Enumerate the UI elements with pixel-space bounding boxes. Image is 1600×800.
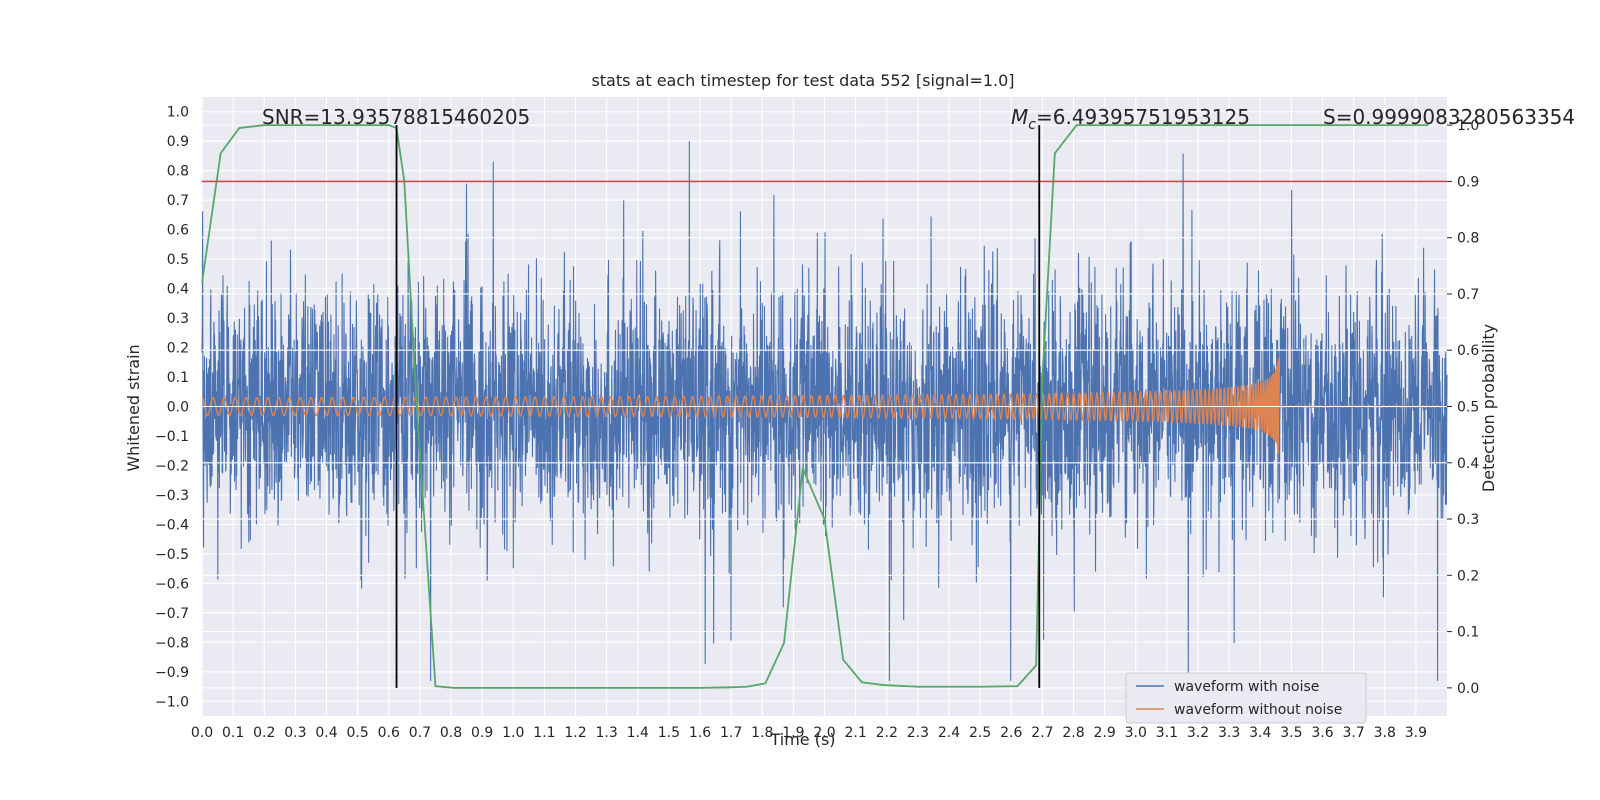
y-tick-label: 0.9	[167, 134, 189, 150]
line-waveform-with-noise	[201, 141, 1448, 682]
y-tick-label: 0.0	[167, 400, 189, 416]
y-tick-label: −0.8	[155, 635, 189, 651]
x-tick-labels: 0.0 0.1 0.2 0.3 0.4 0.5 0.6 0.7 0.8 0.9 1.0 1.1 1.2 1…	[191, 725, 1427, 741]
y2-tick-label: 0.4	[1457, 456, 1479, 472]
x-tick-label: 0.0	[191, 725, 213, 741]
x-tick-label: 0.3	[284, 725, 306, 741]
x-tick-label: 3.7	[1342, 725, 1364, 741]
y-tick-label: 0.5	[167, 252, 189, 268]
series-waveform-with-noise	[201, 141, 1448, 682]
x-tick-label: 2.4	[938, 725, 960, 741]
y-tick-label: 0.3	[167, 311, 189, 327]
x-tick-label: 2.8	[1062, 725, 1084, 741]
x-tick-label: 2.5	[969, 725, 991, 741]
y2-tick-label: 1.0	[1457, 118, 1479, 134]
x-tick-label: 3.0	[1125, 725, 1147, 741]
x-axis-label: Time (s)	[769, 730, 835, 749]
y-tick-label: −0.4	[155, 517, 189, 533]
x-tick-label: 2.9	[1093, 725, 1115, 741]
series-detection-probability	[201, 124, 1429, 689]
x-tick-label: 3.5	[1280, 725, 1302, 741]
x-tick-label: 1.9	[782, 725, 804, 741]
y-tick-label: 0.2	[167, 341, 189, 357]
y-tick-label: −0.7	[155, 606, 189, 622]
y-tick-label: 0.1	[167, 370, 189, 386]
y2-tick-label: 0.1	[1457, 625, 1479, 641]
x-tick-label: 1.5	[658, 725, 680, 741]
x-tick-label: 2.1	[844, 725, 866, 741]
x-tick-label: 3.6	[1311, 725, 1333, 741]
x-tick-label: 1.2	[564, 725, 586, 741]
vertical-markers	[395, 125, 1041, 688]
x-tick-label: 1.6	[689, 725, 711, 741]
chirp-mass-value: =6.49395751953125	[1036, 105, 1250, 129]
y2-tick-label: 0.9	[1457, 174, 1479, 190]
chirp-mass-subscript: c	[1028, 117, 1036, 133]
x-tick-label: 0.5	[346, 725, 368, 741]
y-tick-labels: 1.0 0.9 0.8 0.7 0.6 0.5 0.4 0.3 0.2 0.1 0.0 −0.1 −0.…	[155, 105, 189, 711]
x-tick-label: 2.3	[907, 725, 929, 741]
x-tick-label: 3.3	[1218, 725, 1240, 741]
x-tick-label: 0.2	[253, 725, 275, 741]
y-tick-label: 1.0	[167, 105, 189, 121]
x-tick-label: 1.7	[720, 725, 742, 741]
x-tick-label: 3.9	[1405, 725, 1427, 741]
y-tick-label: −0.3	[155, 488, 189, 504]
x-tick-label: 2.7	[1031, 725, 1053, 741]
y2-tick-label: 0.2	[1457, 568, 1479, 584]
chart-title: stats at each timestep for test data 552…	[591, 71, 1014, 90]
x-tick-label: 0.7	[409, 725, 431, 741]
score-annotation: S=0.9999083280563354	[1323, 105, 1575, 129]
y2-tick-label: 0.6	[1457, 343, 1479, 359]
x-tick-label: 0.4	[315, 725, 337, 741]
y-tick-label: −0.5	[155, 547, 189, 563]
line-waveform-without-noise	[201, 357, 1448, 455]
y2-tick-label: 0.5	[1457, 400, 1479, 416]
y2-tick-label: 0.3	[1457, 512, 1479, 528]
series-waveform-without-noise	[201, 357, 1448, 455]
y-tick-label: −0.2	[155, 458, 189, 474]
y-tick-label: 0.6	[167, 223, 189, 239]
chirp-mass-annotation: Mc=6.49395751953125	[1011, 105, 1250, 133]
y2-tick-label: 0.7	[1457, 287, 1479, 303]
legend: waveform with noise waveform without noi…	[1125, 672, 1367, 724]
x-tick-label: 1.8	[751, 725, 773, 741]
y2-tick-label: 0.0	[1457, 681, 1479, 697]
chirp-mass-symbol: M	[1011, 105, 1028, 129]
x-tick-label: 1.3	[595, 725, 617, 741]
y-axis-label: Whitened strain	[124, 344, 143, 471]
x-tick-label: 2.6	[1000, 725, 1022, 741]
y-tick-label: −0.1	[155, 429, 189, 445]
y-tick-label: −0.9	[155, 665, 189, 681]
x-tick-label: 1.1	[533, 725, 555, 741]
x-tick-label: 2.0	[813, 725, 835, 741]
y2-tick-label: 0.8	[1457, 231, 1479, 247]
x-tick-label: 2.2	[876, 725, 898, 741]
legend-label-clean: waveform without noise	[1174, 702, 1342, 718]
x-tick-label: 0.6	[378, 725, 400, 741]
y-tick-label: 0.7	[167, 193, 189, 209]
x-tick-label: 0.1	[222, 725, 244, 741]
x-tick-label: 1.0	[502, 725, 524, 741]
x-tick-label: 0.9	[471, 725, 493, 741]
x-tick-label: 3.8	[1374, 725, 1396, 741]
line-detection-probability	[201, 124, 1429, 689]
x-tick-label: 3.4	[1249, 725, 1271, 741]
y2-tick-labels: 1.0 0.9 0.8 0.7 0.6 0.5 0.4 0.3 0.2 0.1 0.0	[1447, 118, 1479, 697]
y-tick-label: 0.8	[167, 164, 189, 180]
legend-label-noise: waveform with noise	[1174, 679, 1319, 695]
y-tick-label: −1.0	[155, 694, 189, 710]
legend-box	[1125, 672, 1367, 724]
x-tick-label: 1.4	[627, 725, 649, 741]
x-tick-label: 0.8	[440, 725, 462, 741]
y2-axis-label: Detection probability	[1479, 324, 1498, 492]
snr-annotation: SNR=13.93578815460205	[262, 105, 530, 129]
x-tick-label: 3.1	[1156, 725, 1178, 741]
y-tick-label: 0.4	[167, 282, 189, 298]
x-tick-label: 3.2	[1187, 725, 1209, 741]
y-tick-label: −0.6	[155, 576, 189, 592]
